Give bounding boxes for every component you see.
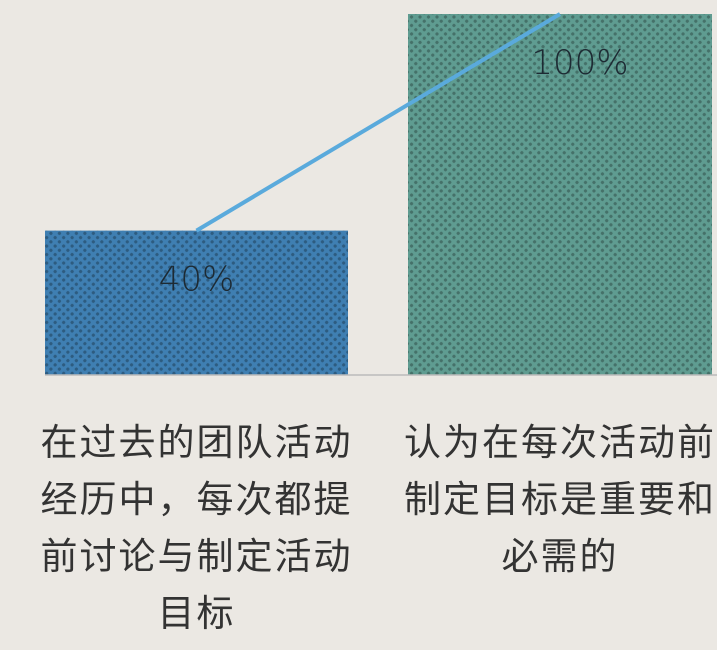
category-label: 在过去的团队活动经历中，每次都提前讨论与制定活动目标 [40,421,353,635]
trend-line [195,12,562,233]
bar-texture [45,230,348,375]
chart: 40% 100% [45,12,717,376]
category-label: 认为在每次活动前制定目标是重要和必需的 [404,421,716,578]
value-label: 100% [531,43,628,83]
value-label: 40% [159,260,235,300]
